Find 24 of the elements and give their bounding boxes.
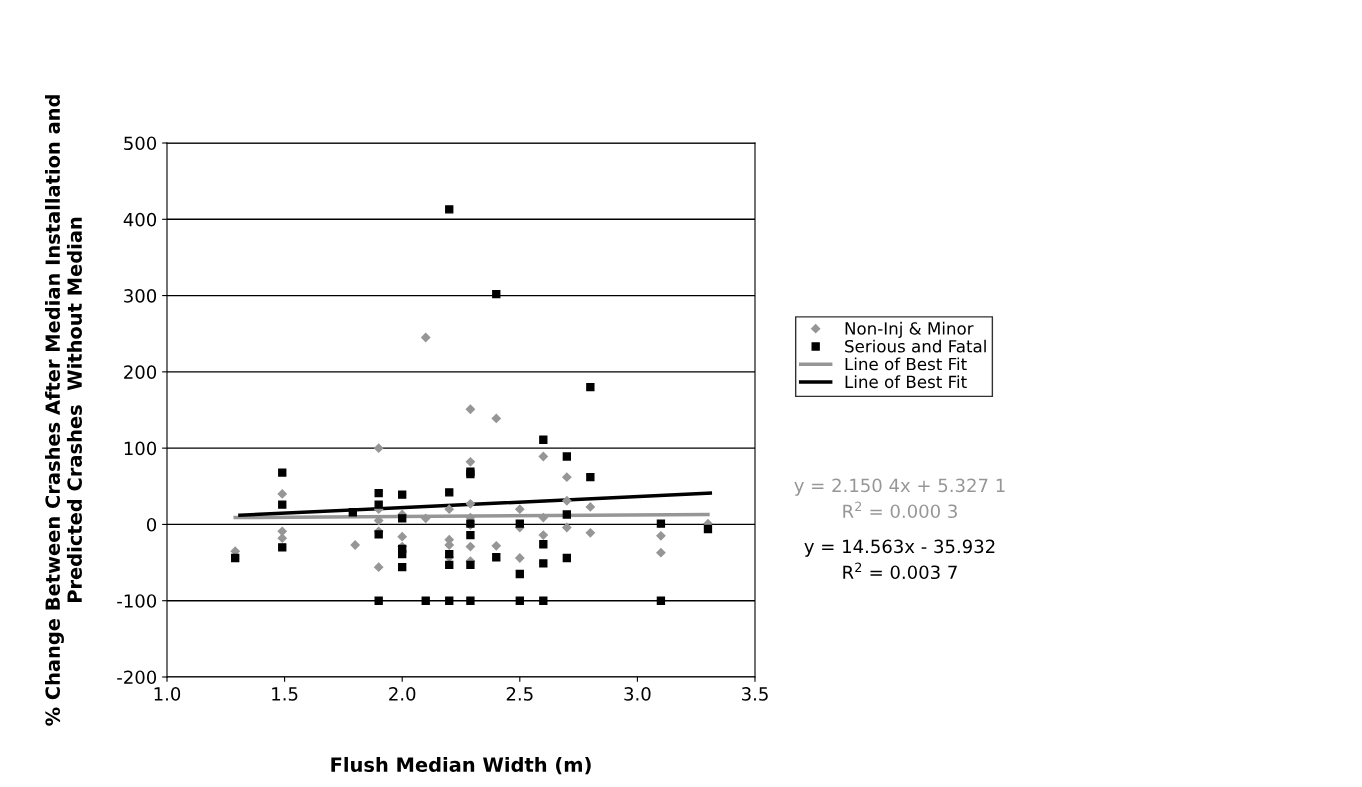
y-tick-label: 100 — [124, 441, 157, 456]
x-tick-label: 2.5 — [506, 687, 533, 701]
text: R$^{2}$ = 0.000 3 — [843, 501, 957, 519]
text: y = 14.563x - 35.932 — [804, 539, 995, 557]
x-tick-label: 1.5 — [272, 687, 298, 701]
y-tick-label: 400 — [123, 212, 157, 227]
x-tick-label: 3.5 — [742, 687, 768, 701]
y-tick-label: 500 — [124, 136, 157, 151]
x-tick-label: 1.0 — [154, 687, 181, 701]
x-tick-label: 2.0 — [389, 687, 416, 701]
legend-label: Non-Inj & Minor — [845, 321, 974, 338]
y-tick-label: -100 — [117, 594, 157, 608]
y-tick-label: 0 — [146, 517, 157, 532]
legend-label: Line of Best Fit — [845, 357, 967, 371]
y-tick-label: 200 — [124, 365, 157, 379]
y-axis-title: % Change Between Crashes After Median Installation and Predicted Crashes Without Median — [45, 95, 82, 726]
y-tick-label: 300 — [124, 289, 157, 303]
x-axis-title: Flush Median Width (m) — [331, 756, 591, 775]
legend-label: Serious and Fatal — [845, 339, 986, 353]
text: y = 2.150 4x + 5.327 1 — [794, 478, 1005, 496]
text: R$^{2}$ = 0.003 7 — [843, 562, 957, 580]
y-tick-label: -200 — [117, 670, 157, 685]
legend-label: Line of Best Fit — [845, 375, 967, 389]
x-tick-label: 3.0 — [624, 687, 651, 701]
